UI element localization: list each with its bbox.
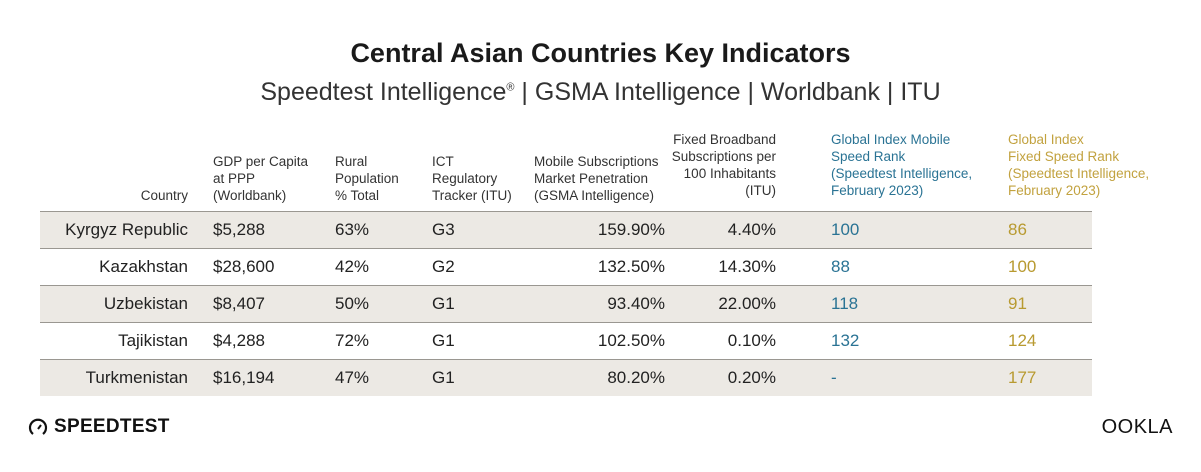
header-fixed-rank: Global Index Fixed Speed Rank (Speedtest… [1008, 132, 1150, 198]
header-gdp: GDP per Capita at PPP (Worldbank) [213, 154, 309, 203]
cell-rural: 47% [335, 368, 370, 387]
header-country: Country [140, 188, 188, 203]
cell-country: Tajikistan [118, 331, 188, 350]
cell-country: Turkmenistan [85, 368, 188, 387]
gauge-icon [28, 418, 48, 435]
cell-fixed-rank: 100 [1008, 257, 1037, 276]
cell-rural: 42% [335, 257, 370, 276]
cell-fixed-broadband: 22.00% [718, 294, 776, 313]
cell-mobile-rank: 132 [831, 331, 860, 350]
cell-fixed-broadband: 0.10% [727, 331, 776, 350]
registered-mark: ® [506, 81, 515, 94]
cell-mobile-rank: 88 [831, 257, 850, 276]
cell-rural: 72% [335, 331, 370, 350]
cell-gdp: $5,288 [213, 220, 265, 239]
cell-ict: G1 [432, 331, 455, 350]
table-row: Tajikistan $4,288 72% G1 102.50% 0.10% 132 124 [40, 322, 1092, 360]
speedtest-wordmark: SPEEDTEST [54, 416, 170, 437]
cell-mobile-subscriptions: 159.90% [597, 220, 665, 239]
cell-mobile-rank: 100 [831, 220, 860, 239]
cell-ict: G1 [432, 294, 455, 313]
cell-gdp: $4,288 [213, 331, 265, 350]
subtitle-sources: | GSMA Intelligence | Worldbank | ITU [514, 78, 941, 106]
cell-fixed-rank: 177 [1008, 368, 1037, 387]
table-row: Kazakhstan $28,600 42% G2 132.50% 14.30% 88 100 [40, 248, 1092, 285]
cell-fixed-broadband: 0.20% [727, 368, 776, 387]
indicators-table: Kyrgyz Republic $5,288 63% G3 159.90% 4.40% 10… [40, 211, 1092, 396]
cell-gdp: $28,600 [213, 257, 275, 276]
cell-gdp: $8,407 [213, 294, 265, 313]
cell-fixed-rank: 91 [1008, 294, 1027, 313]
cell-mobile-subscriptions: 102.50% [597, 331, 665, 350]
header-fixed-broadband: Fixed Broadband Subscriptions per 100 In… [671, 132, 776, 198]
cell-mobile-subscriptions: 132.50% [597, 257, 665, 276]
cell-gdp: $16,194 [213, 368, 275, 387]
subtitle-source: Speedtest Intelligence [260, 78, 507, 106]
header-mobile-subscriptions: Mobile Subscriptions Market Penetration … [534, 154, 659, 203]
cell-fixed-broadband: 14.30% [718, 257, 776, 276]
header-rural: Rural Population % Total [335, 154, 399, 203]
cell-rural: 63% [335, 220, 370, 239]
cell-fixed-rank: 86 [1008, 220, 1027, 239]
header-mobile-rank: Global Index Mobile Speed Rank (Speedtes… [831, 132, 973, 198]
cell-mobile-subscriptions: 93.40% [607, 294, 665, 313]
cell-country: Kyrgyz Republic [65, 220, 188, 239]
cell-mobile-rank: 118 [831, 294, 859, 313]
page-title: Central Asian Countries Key Indicators [350, 38, 851, 68]
table-row: Kyrgyz Republic $5,288 63% G3 159.90% 4.40% 10… [40, 211, 1092, 248]
header-ict: ICT Regulatory Tracker (ITU) [432, 154, 512, 203]
cell-fixed-rank: 124 [1008, 331, 1037, 350]
cell-country: Uzbekistan [103, 294, 188, 313]
page-subtitle: Speedtest Intelligence® | GSMA Intellige… [0, 78, 1201, 107]
cell-rural: 50% [335, 294, 370, 313]
speedtest-logo: SPEEDTEST [28, 416, 170, 438]
ookla-logo: OOKLA [1101, 416, 1173, 438]
cell-country: Kazakhstan [99, 257, 188, 276]
cell-fixed-broadband: 4.40% [727, 220, 776, 239]
table-row: Uzbekistan $8,407 50% G1 93.40% 22.00% 118 91 [40, 285, 1092, 322]
cell-ict: G1 [432, 368, 455, 387]
cell-mobile-subscriptions: 80.20% [607, 368, 665, 387]
table-row: Turkmenistan $16,194 47% G1 80.20% 0.20% - 177 [40, 360, 1092, 396]
cell-mobile-rank: - [831, 368, 837, 387]
cell-ict: G3 [432, 220, 455, 239]
cell-ict: G2 [432, 257, 455, 276]
